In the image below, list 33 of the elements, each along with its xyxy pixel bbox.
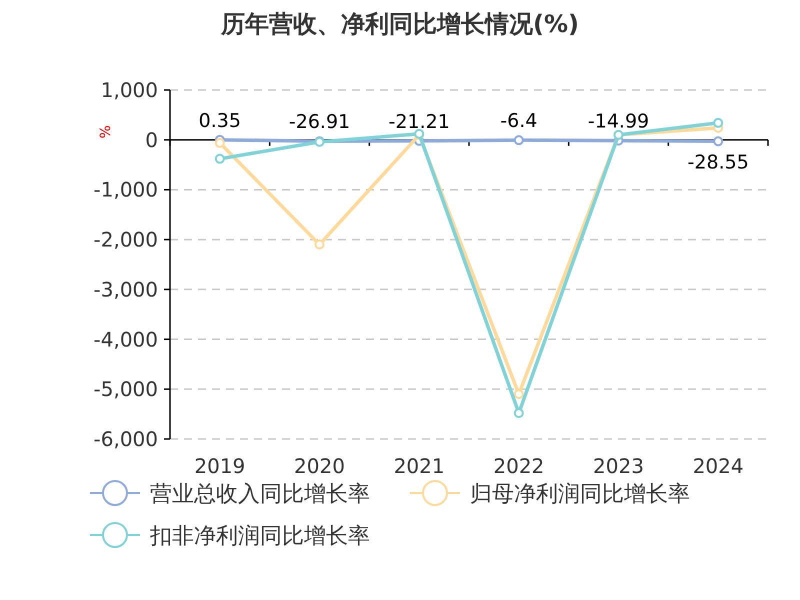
legend-label: 归母净利润同比增长率	[470, 482, 690, 507]
y-tick-label: -4,000	[94, 327, 158, 352]
y-tick-label: -5,000	[94, 377, 158, 402]
x-tick-label: 2022	[493, 454, 544, 478]
point	[514, 135, 524, 146]
x-tick-label: 2024	[692, 454, 744, 478]
y-tick-label: -2,000	[94, 228, 158, 252]
y-axis-title: %	[98, 125, 114, 139]
legend-label: 营业总收入同比增长率	[150, 482, 370, 507]
data-label: 0.35	[198, 110, 241, 132]
point	[713, 136, 724, 146]
x-tick-label: 2020	[294, 454, 345, 478]
data-label: -21.21	[388, 110, 450, 133]
y-tick-label: -1,000	[94, 178, 158, 202]
y-tick-label: -3,000	[94, 277, 158, 302]
point	[214, 154, 225, 164]
y-tick-label: 0	[145, 128, 158, 152]
chart-title: 历年营收、净利同比增长情况(%)	[220, 10, 579, 38]
data-label: -14.99	[588, 110, 650, 133]
point	[514, 408, 524, 418]
x-tick-label: 2021	[394, 454, 445, 478]
x-tick-label: 2023	[593, 454, 644, 478]
y-tick-label: 1,000	[100, 78, 158, 102]
x-tick-label: 2019	[194, 454, 246, 478]
point	[514, 389, 524, 400]
data-label: -6.4	[500, 110, 538, 132]
data-label: -28.55	[688, 151, 749, 174]
legend-label: 扣非净利润同比增长率	[149, 524, 370, 549]
point	[314, 240, 324, 250]
y-tick-label: -6,000	[94, 427, 158, 451]
point	[713, 118, 724, 128]
point	[214, 138, 225, 148]
data-label: -26.91	[288, 111, 350, 134]
